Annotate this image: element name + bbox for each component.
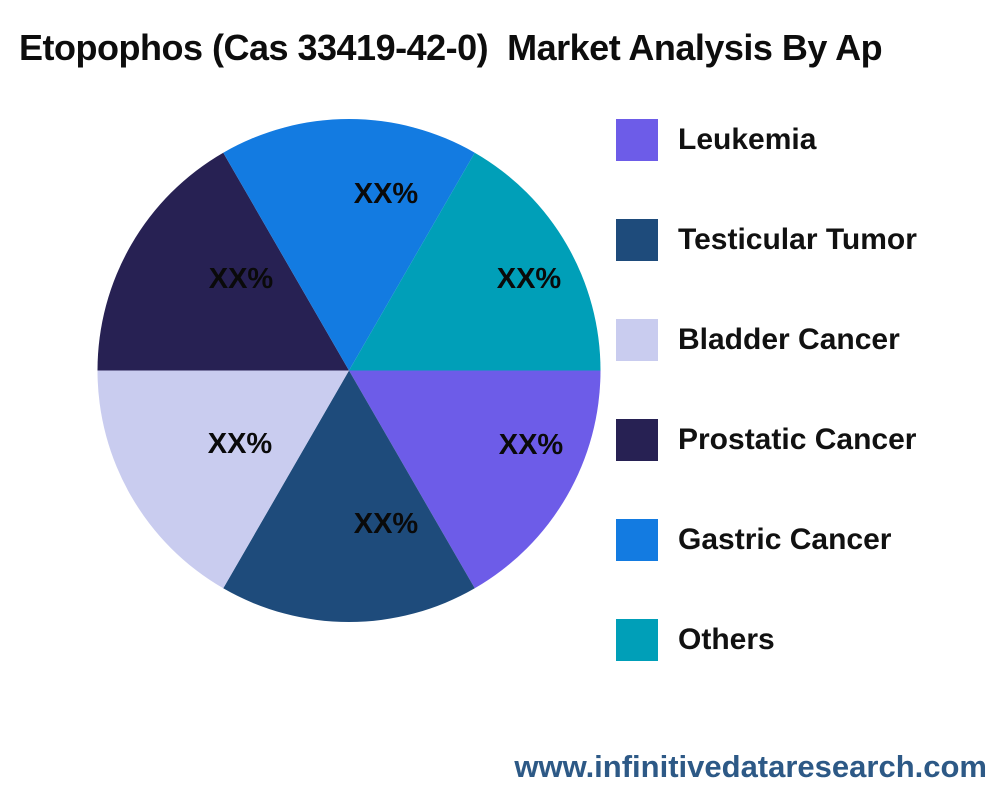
legend-swatch-gastric-cancer bbox=[616, 519, 658, 561]
pie-slice-testicular-tumor bbox=[223, 370, 475, 623]
chart-title: Etopophos (Cas 33419-42-0) Market Analys… bbox=[19, 27, 883, 68]
slice-value-label-others: XX% bbox=[497, 263, 562, 295]
legend-swatch-prostatic-cancer bbox=[616, 419, 658, 461]
legend-label-leukemia: Leukemia bbox=[678, 123, 817, 156]
slice-value-label-leukemia: XX% bbox=[499, 429, 564, 461]
slice-value-label-testicular-tumor: XX% bbox=[354, 508, 419, 540]
legend-swatch-testicular-tumor bbox=[616, 219, 658, 261]
legend-item-prostatic-cancer: Prostatic Cancer bbox=[616, 419, 916, 461]
legend-label-bladder-cancer: Bladder Cancer bbox=[678, 323, 900, 356]
legend-item-testicular-tumor: Testicular Tumor bbox=[616, 219, 917, 261]
legend-label-others: Others bbox=[678, 623, 775, 656]
slice-value-label-bladder-cancer: XX% bbox=[208, 428, 273, 460]
legend-label-prostatic-cancer: Prostatic Cancer bbox=[678, 423, 917, 456]
legend-swatch-bladder-cancer bbox=[616, 319, 658, 361]
legend-item-leukemia: Leukemia bbox=[616, 119, 816, 161]
pie-slice-prostatic-cancer bbox=[97, 152, 349, 371]
pie-slice-leukemia bbox=[349, 370, 601, 589]
pie-slice-bladder-cancer bbox=[97, 370, 349, 589]
pie-slice-gastric-cancer bbox=[223, 118, 475, 371]
slice-value-label-gastric-cancer: XX% bbox=[354, 178, 419, 210]
legend-label-testicular-tumor: Testicular Tumor bbox=[678, 223, 917, 256]
legend-label-gastric-cancer: Gastric Cancer bbox=[678, 523, 892, 556]
legend-item-bladder-cancer: Bladder Cancer bbox=[616, 319, 900, 361]
legend-item-others: Others bbox=[616, 619, 775, 661]
legend-swatch-leukemia bbox=[616, 119, 658, 161]
slice-value-label-prostatic-cancer: XX% bbox=[209, 263, 274, 295]
pie-slice-others bbox=[349, 152, 601, 371]
website-url: www.infinitivedataresearch.com bbox=[514, 749, 987, 784]
legend-item-gastric-cancer: Gastric Cancer bbox=[616, 519, 891, 561]
legend-swatch-others bbox=[616, 619, 658, 661]
